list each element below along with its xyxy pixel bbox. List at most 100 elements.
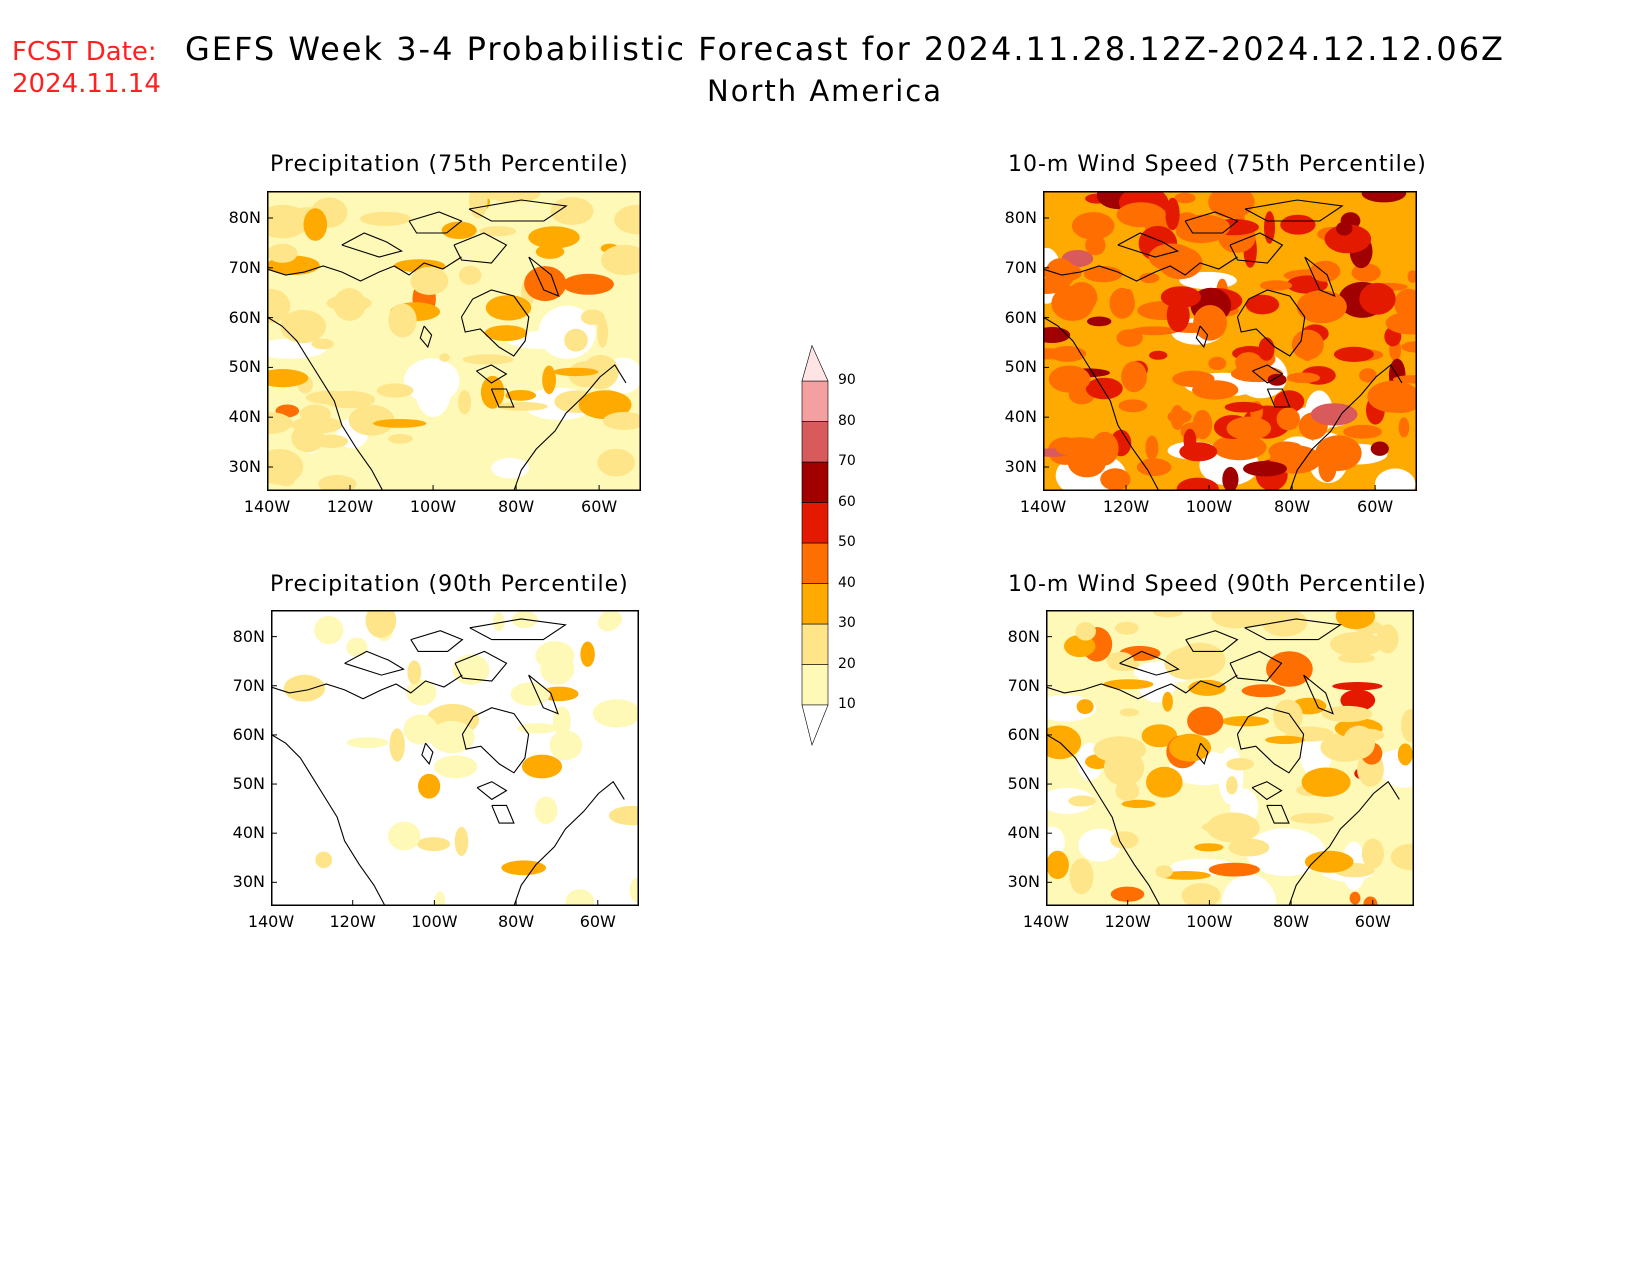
field-blob [603,412,641,430]
field-blob [597,614,619,632]
field-blob [1085,377,1123,400]
coastlines [271,618,625,906]
field-blob [280,309,327,344]
field-blob [406,679,437,706]
field-blob [597,448,635,477]
field-blob [1192,380,1239,400]
field-blob [1267,373,1287,386]
field-blob [592,699,639,728]
field-blob [462,354,514,365]
field-blob [1169,733,1212,762]
field-blob [346,637,368,657]
field-blob [564,328,588,352]
field-blob [1330,631,1383,657]
field-blob [1114,621,1139,635]
coastlines [1046,618,1400,906]
field-blob [1116,202,1166,228]
field-blob [553,367,599,377]
map-wind-75 [1043,191,1417,491]
fcst-label-text: FCST Date: [12,37,157,67]
field-blob [1045,258,1075,289]
subtitle-line: North America [707,74,943,108]
colorbar-level-label: 90 [838,372,856,388]
field-blob [1394,288,1417,319]
field-blob [1300,340,1315,361]
lon-label: 120W [1104,912,1151,931]
colorbar-level-label: 10 [838,696,856,712]
lon-label: 100W [1186,912,1233,931]
forecast-date-label: FCST Date: 2024.11.14 [12,36,161,100]
field-blob [373,419,427,428]
lat-label: 50N [228,357,261,377]
field-blob [1149,350,1168,360]
field-blob [1226,416,1272,441]
field-blob [1176,477,1219,491]
field-blob [1398,417,1410,438]
field-blob [1106,651,1134,669]
map-frame [267,191,641,491]
field-blob [1370,441,1389,456]
field-blob [1335,610,1376,630]
field-blob [318,474,357,491]
field-blob [267,412,293,435]
field-blob [1193,305,1227,341]
field-blob [524,266,567,302]
field-blob [1069,858,1094,895]
lon-label: 80W [497,497,535,516]
colorbar-level-label: 60 [838,493,856,510]
lat-label: 80N [228,208,261,227]
colorbar-segment [801,623,829,665]
field-blob [1208,191,1255,219]
field-blob [1401,709,1414,743]
lat-label: 40N [228,407,261,427]
lat-label: 70N [1007,675,1040,695]
field-blob [1376,624,1399,654]
field-blob [1280,214,1316,235]
field-blob [1261,610,1308,637]
lat-label: 50N [1007,774,1040,794]
lat-label: 80N [1004,208,1037,227]
field-blob [1310,260,1341,282]
field-blob [1340,689,1376,712]
field-blob [580,641,595,667]
field-blob [1350,728,1385,742]
field-blob [542,365,556,395]
lon-label: 80W [497,912,535,931]
colorbar-level-label: 30 [838,615,856,631]
field-blob [1243,461,1287,477]
colorbar-segment [801,542,829,584]
field-blob [501,860,547,876]
field-blob [1226,776,1238,795]
colorbar-segment [801,461,829,503]
field-blob [1226,757,1254,771]
colorbar-level-label: 70 [838,453,856,469]
lat-label: 70N [232,675,265,695]
field-blob [1085,235,1106,256]
colorbar-level-label: 40 [838,574,856,591]
lon-label: 100W [409,497,457,516]
field-blob [454,826,469,856]
field-blob [1361,838,1384,869]
field-blob [1188,679,1226,696]
field-blob [1139,272,1160,284]
field-blob [1076,699,1094,715]
coastlines [267,199,627,491]
field-blob [582,354,619,389]
field-blob [1208,356,1227,370]
field-blob [528,226,580,249]
field-blob [552,706,571,737]
field-blob [1068,795,1096,807]
field-blob [1301,767,1351,797]
field-blob [1338,653,1376,664]
field-blob [1187,706,1224,736]
field-blob [1175,219,1227,244]
field-blob [496,401,548,411]
field-blob [388,433,414,444]
field-blob [1046,826,1065,858]
lat-label: 70N [228,257,261,277]
field-blob [1359,368,1377,383]
field-blob [429,721,475,754]
lon-label: 140W [1022,912,1070,931]
field-blob [608,805,639,826]
field-blob [1049,346,1086,362]
